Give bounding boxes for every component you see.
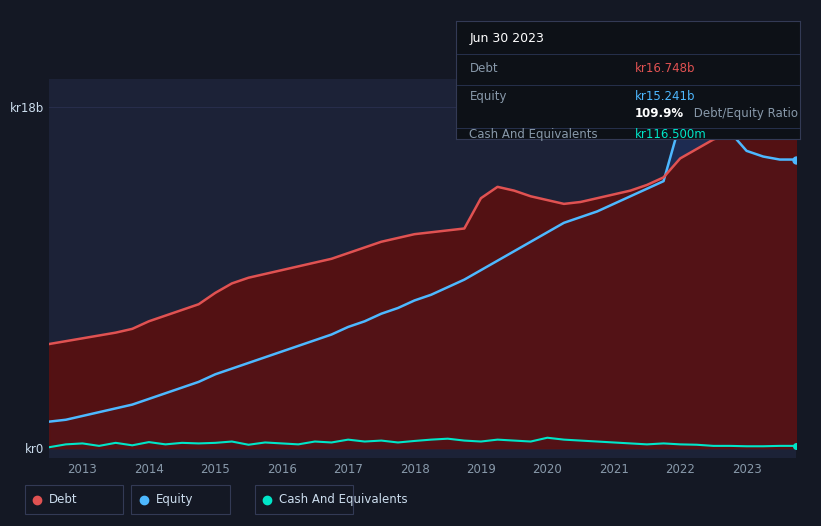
Text: Cash And Equivalents: Cash And Equivalents	[279, 493, 408, 507]
Text: Cash And Equivalents: Cash And Equivalents	[470, 128, 598, 141]
Text: Equity: Equity	[470, 90, 507, 103]
Text: 109.9%: 109.9%	[635, 107, 684, 120]
FancyBboxPatch shape	[25, 485, 123, 514]
Text: kr15.241b: kr15.241b	[635, 90, 695, 103]
Text: Debt/Equity Ratio: Debt/Equity Ratio	[690, 107, 798, 120]
FancyBboxPatch shape	[255, 485, 353, 514]
Text: Debt: Debt	[49, 493, 78, 507]
Text: kr116.500m: kr116.500m	[635, 128, 707, 141]
Text: Equity: Equity	[156, 493, 194, 507]
Text: Jun 30 2023: Jun 30 2023	[470, 32, 544, 45]
Text: Debt: Debt	[470, 62, 498, 75]
FancyBboxPatch shape	[131, 485, 230, 514]
Text: kr16.748b: kr16.748b	[635, 62, 695, 75]
